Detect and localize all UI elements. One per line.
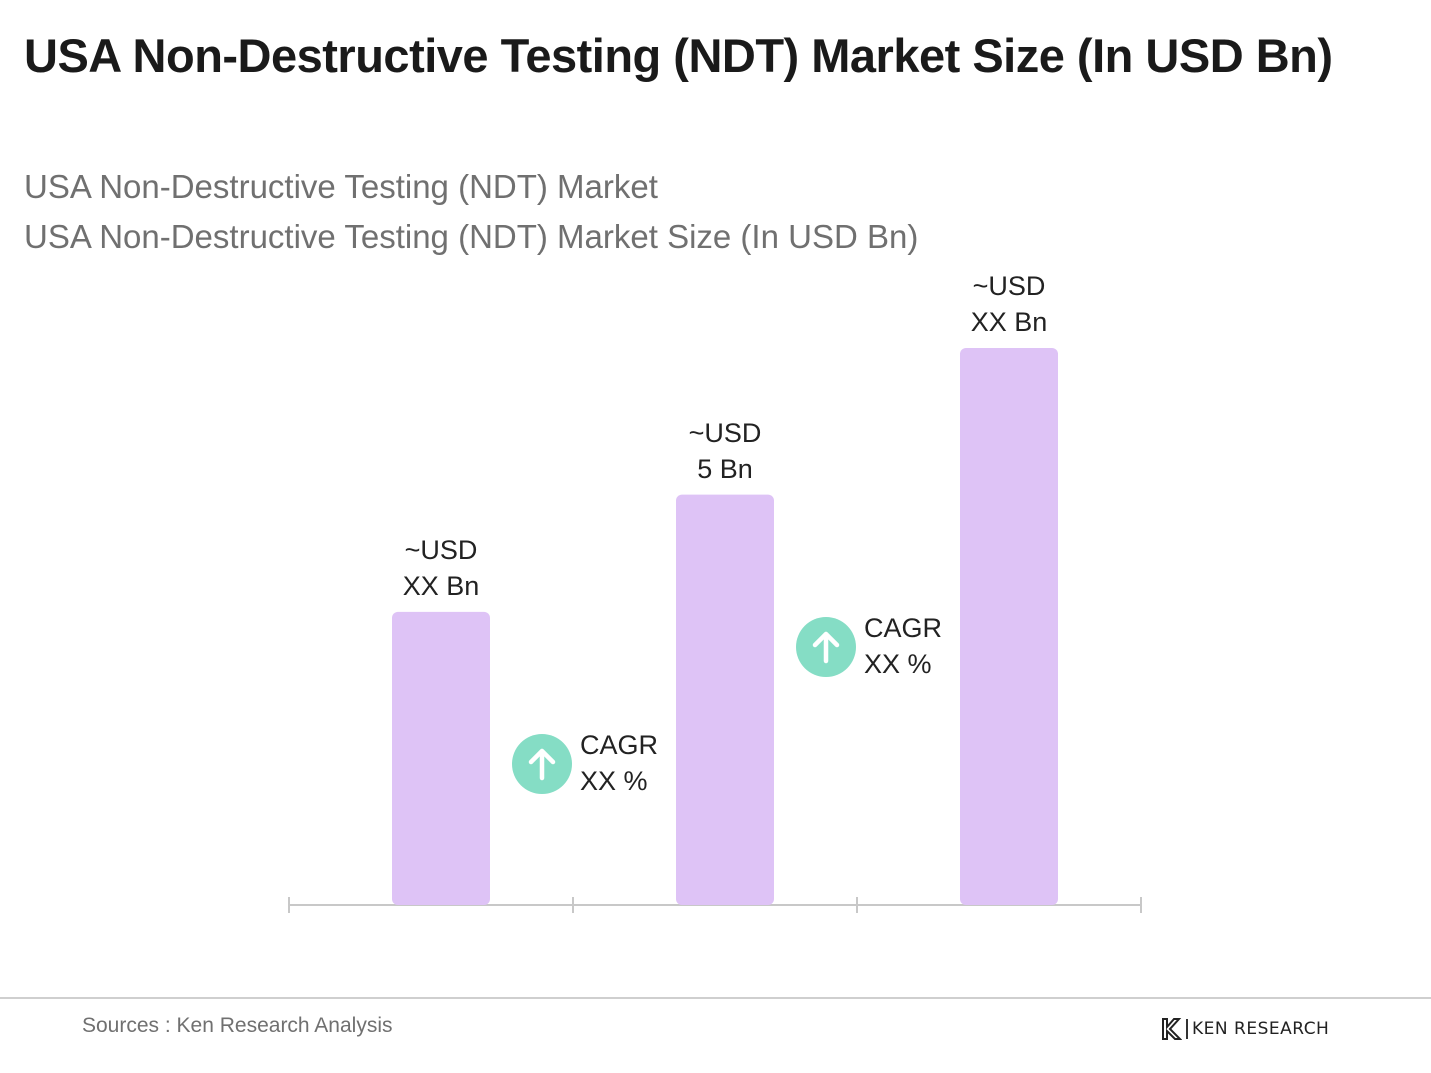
bar-chart — [288, 348, 1142, 913]
source-note: Sources : Ken Research Analysis — [82, 1014, 393, 1037]
cagr-label: CAGR XX % — [580, 727, 658, 799]
bar-value-label-line: XX Bn — [402, 570, 480, 601]
arrow-up-icon — [796, 617, 856, 677]
logo-text: KEN RESEARCH — [1192, 1019, 1330, 1039]
bar-value-label: ~USD XX Bn — [929, 268, 1089, 340]
cagr-label: CAGR XX % — [864, 610, 942, 682]
chart-title: USA Non-Destructive Testing (NDT) Market… — [24, 29, 1333, 82]
chart-subtitle: USA Non-Destructive Testing (NDT) Market — [24, 168, 658, 205]
cagr-label-line: XX % — [864, 649, 932, 679]
brand-logo: KEN RESEARCH — [1160, 1016, 1329, 1042]
arrow-up-icon — [512, 734, 572, 794]
bar-value-label-line: XX Bn — [970, 307, 1048, 337]
cagr-label-line: CAGR — [580, 730, 659, 760]
bar-value-label: ~USD XX Bn — [361, 532, 521, 604]
footer-divider — [0, 997, 1431, 999]
ken-research-logo-icon — [1162, 1018, 1182, 1040]
logo-separator — [1186, 1019, 1188, 1039]
bar — [392, 611, 490, 905]
bar — [676, 494, 774, 905]
bar-value-label-line: ~USD — [404, 534, 478, 565]
bar-value-label-line: ~USD — [688, 417, 762, 448]
chart-subtitle: USA Non-Destructive Testing (NDT) Market… — [24, 218, 919, 255]
bar-value-label: ~USD 5 Bn — [645, 415, 805, 487]
cagr-label-line: CAGR — [864, 613, 943, 643]
bar-value-label-line: ~USD — [972, 271, 1046, 301]
cagr-label-line: XX % — [580, 766, 648, 796]
bar-value-label-line: 5 Bn — [697, 453, 753, 484]
bar — [960, 348, 1058, 905]
